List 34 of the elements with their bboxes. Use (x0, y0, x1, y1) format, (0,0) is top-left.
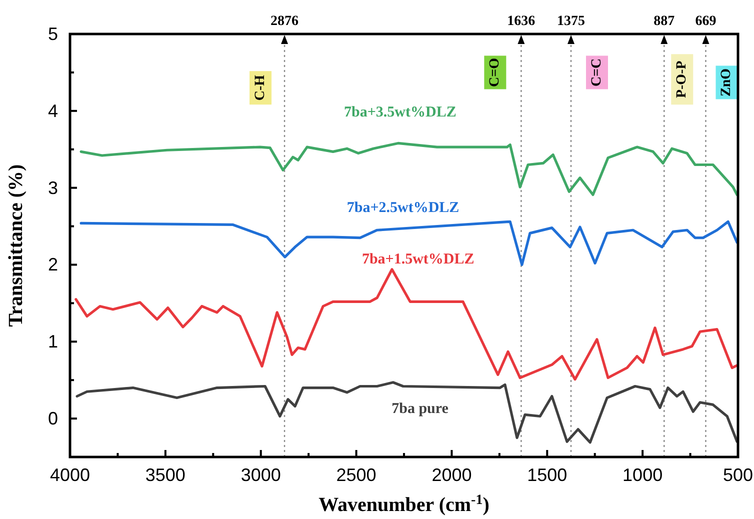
y-axis-title: Transmittance (%) (5, 164, 27, 327)
series-label: 7ba+2.5wt%DLZ (346, 200, 460, 216)
y-tick-label: 1 (48, 332, 58, 352)
y-tick-label: 4 (48, 100, 58, 121)
annotation: C=O (488, 58, 503, 87)
y-tick-label: 5 (48, 24, 58, 44)
series-label: 7ba+1.5wt%DLZ (362, 252, 474, 268)
series-label: 7ba+3.5wt%DLZ (344, 104, 456, 121)
y-tick-label: 0 (48, 408, 58, 429)
line-series (74, 268, 738, 381)
x-tick-label: 4000 (50, 465, 90, 485)
x-tick-label: 500 (722, 465, 754, 485)
annotation: C=C (590, 58, 604, 87)
y-tick-label: 3 (48, 178, 58, 198)
annotation: P-O-P (674, 60, 690, 98)
annotation: ZnO (719, 68, 734, 96)
ref-line-label: 1636 (507, 14, 536, 29)
ref-line-label: 887 (654, 14, 675, 29)
ref-line-label: 1375 (557, 14, 585, 29)
x-tick-label: 1500 (527, 465, 568, 485)
line-series (80, 142, 738, 196)
line-series (76, 381, 738, 444)
x-tick-label: 2000 (432, 465, 472, 485)
x-tick-label: 2500 (336, 465, 376, 485)
y-tick-label: 2 (48, 254, 58, 275)
ref-line-label: 2876 (270, 14, 299, 29)
ref-line-label: 669 (695, 14, 716, 29)
x-tick-label: 3000 (240, 465, 281, 485)
annotation: C-H (253, 74, 268, 101)
series-label: 7ba pure (392, 400, 449, 417)
x-tick-label: 1000 (622, 465, 663, 485)
line-series (80, 220, 738, 266)
x-tick-label: 3500 (145, 465, 186, 485)
x-axis-title: Wavenumber (cm$^{-1}$) (318, 492, 490, 516)
